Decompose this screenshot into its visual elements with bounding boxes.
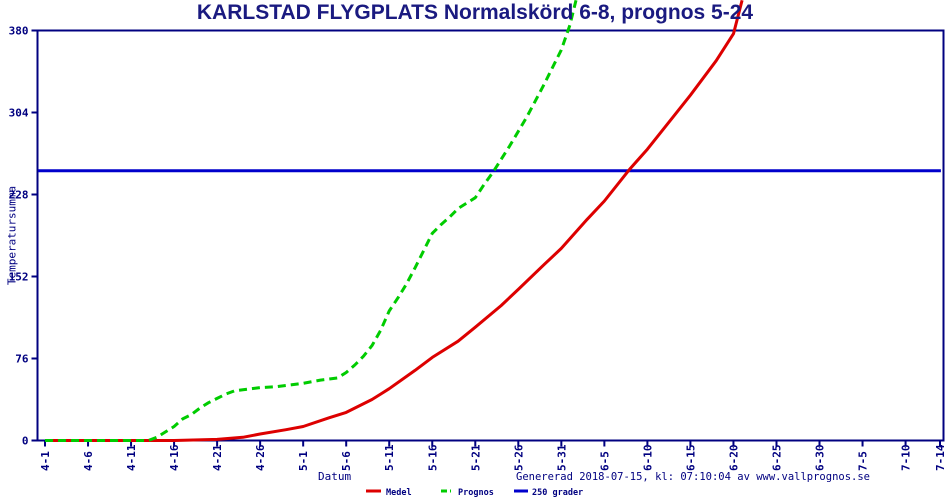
x-tick-label: 4-6 [82,451,95,471]
y-tick-label: 152 [9,271,29,284]
y-tick-label: 0 [22,435,29,448]
legend-label: 250 grader [532,488,583,498]
x-tick-label: 5-21 [469,444,482,471]
x-tick-label: 6-30 [814,445,827,472]
y-tick-label: 228 [9,189,29,202]
y-tick-label: 380 [9,25,29,38]
x-axis-label: Datum [318,470,352,483]
y-tick-label: 76 [15,353,29,366]
legend-label: Prognos [458,488,494,498]
generated-timestamp: Genererad 2018-07-15, kl: 07:10:04 av ww… [516,471,871,483]
x-tick-label: 7-14 [934,444,947,471]
prognos-line [45,0,578,442]
x-tick-label: 4-26 [254,444,267,471]
y-axis-label: Temperatursumma [5,185,19,286]
x-tick-label: 5-31 [555,444,568,471]
x-tick-label: 5-11 [383,444,396,471]
x-tick-label: 6-15 [684,445,697,472]
legend-label: Medel [386,488,412,498]
x-tick-label: 4-16 [168,444,181,471]
x-tick-label: 6-25 [770,445,783,472]
x-tick-label: 5-1 [297,451,310,471]
y-tick-label: 304 [9,107,29,120]
x-tick-label: 5-16 [426,444,439,471]
medel-line [45,0,744,442]
x-tick-label: 4-21 [211,444,224,471]
x-tick-label: 5-26 [512,444,525,471]
x-tick-label: 5-6 [340,451,353,471]
chart-title: KARLSTAD FLYGPLATS Normalskörd 6-8, prog… [196,1,754,24]
x-tick-label: 6-5 [598,451,611,471]
x-tick-label: 6-20 [727,445,740,472]
plot-frame [36,29,945,442]
x-tick-label: 7-5 [857,451,870,471]
x-tick-label: 4-11 [125,444,138,471]
x-tick-label: 7-10 [900,445,913,472]
x-tick-label: 4-1 [39,451,52,471]
x-tick-label: 6-10 [641,445,654,472]
